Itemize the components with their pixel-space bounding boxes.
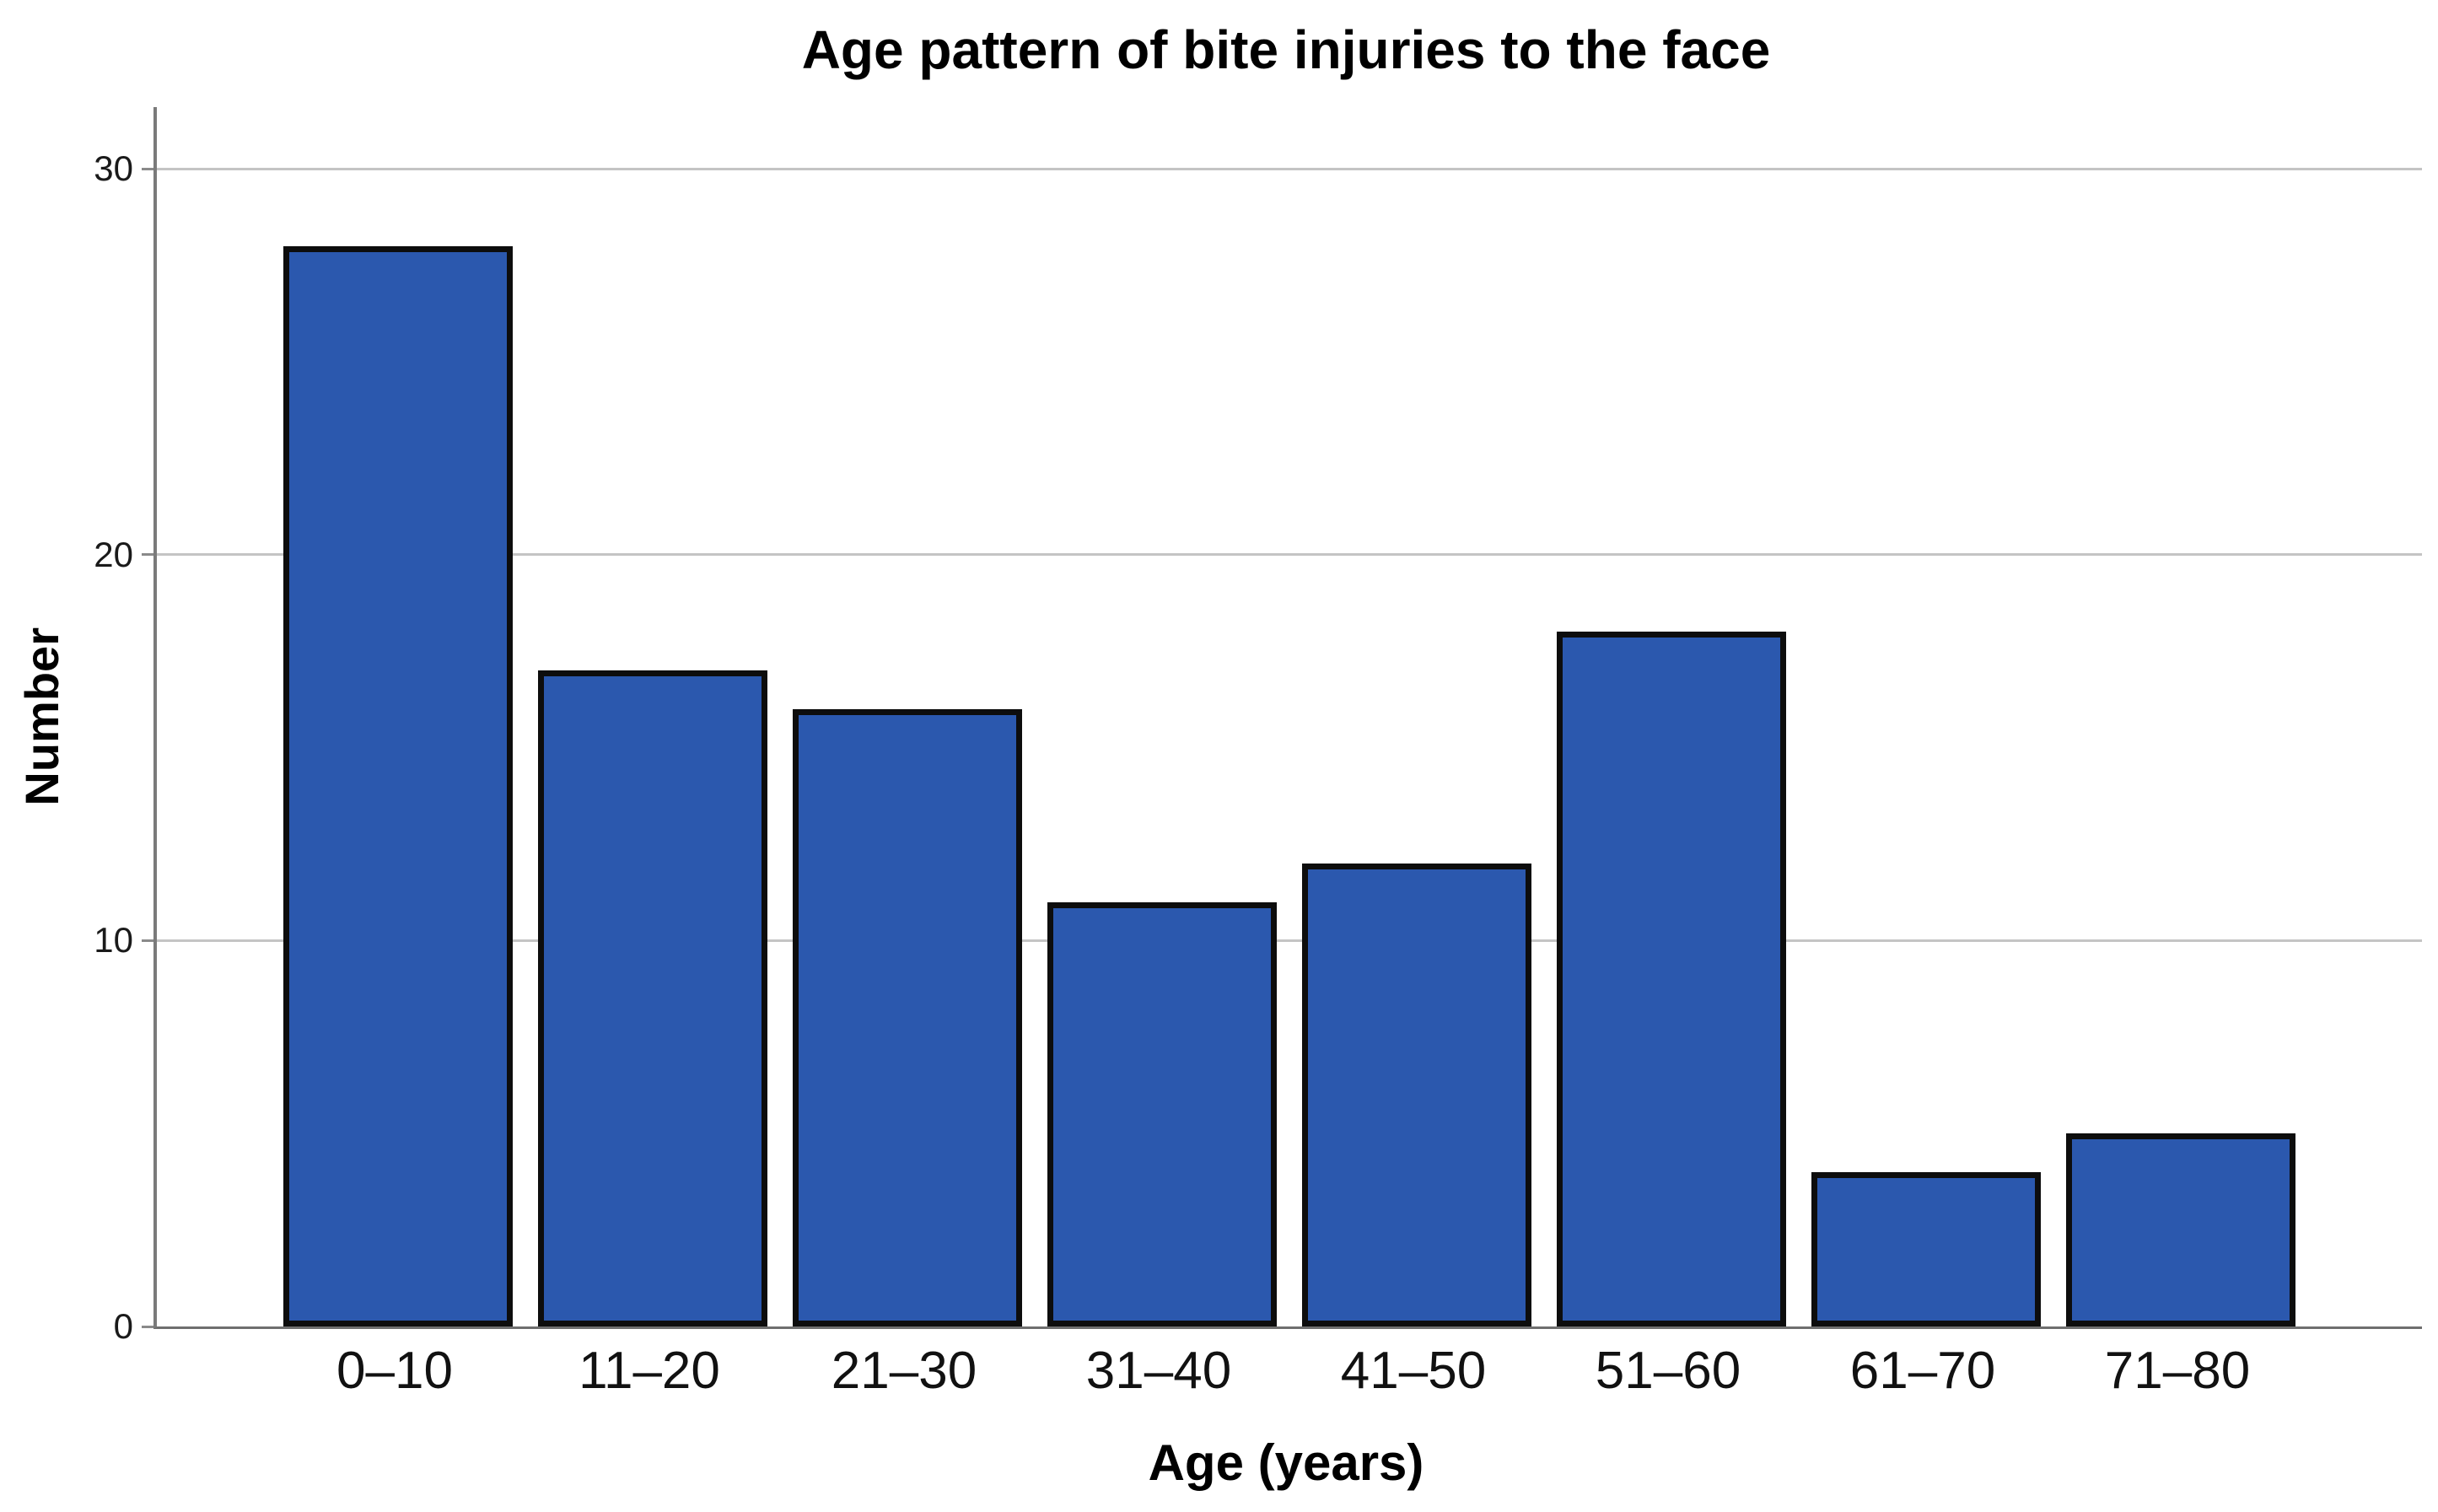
bars-layer (157, 107, 2422, 1326)
bar (2066, 1133, 2295, 1326)
x-tick-label: 41–50 (1340, 1342, 1487, 1400)
chart-title: Age pattern of bite injuries to the face (801, 19, 1771, 80)
bar (1302, 863, 1531, 1326)
bar (1557, 632, 1786, 1326)
x-tick-label: 0–10 (336, 1342, 453, 1400)
bar (793, 708, 1022, 1326)
gridline (157, 167, 2422, 170)
bar (1811, 1171, 2041, 1326)
y-tick-mark (142, 167, 153, 170)
bar (283, 245, 513, 1326)
bar (538, 670, 767, 1326)
x-tick-label: 31–40 (1085, 1342, 1232, 1400)
x-axis-tick-labels: 0–10 11–20 21–30 31–40 41–50 51–60 61–70 71–80 (153, 1341, 2419, 1401)
gridline (157, 553, 2422, 557)
y-tick-label: 20 (94, 534, 133, 574)
y-tick-label: 10 (94, 920, 133, 960)
y-tick-label: 0 (113, 1306, 133, 1346)
x-tick-label: 61–70 (1849, 1342, 1996, 1400)
y-axis-tick-labels: 0 10 20 30 (0, 107, 133, 1344)
x-tick-label: 71–80 (2104, 1342, 2251, 1400)
x-axis-title: Age (years) (1148, 1434, 1424, 1491)
y-tick-mark (142, 1325, 153, 1328)
x-tick-label: 21–30 (831, 1342, 977, 1400)
y-tick-mark (142, 939, 153, 942)
gridlines-layer (142, 107, 2422, 1328)
plot-area (142, 107, 2422, 1329)
y-tick-mark (142, 553, 153, 557)
x-tick-label: 11–20 (579, 1342, 720, 1400)
y-tick-label: 30 (94, 148, 133, 189)
bar (1047, 901, 1277, 1326)
gridline (157, 939, 2422, 942)
x-tick-label: 51–60 (1595, 1342, 1741, 1400)
